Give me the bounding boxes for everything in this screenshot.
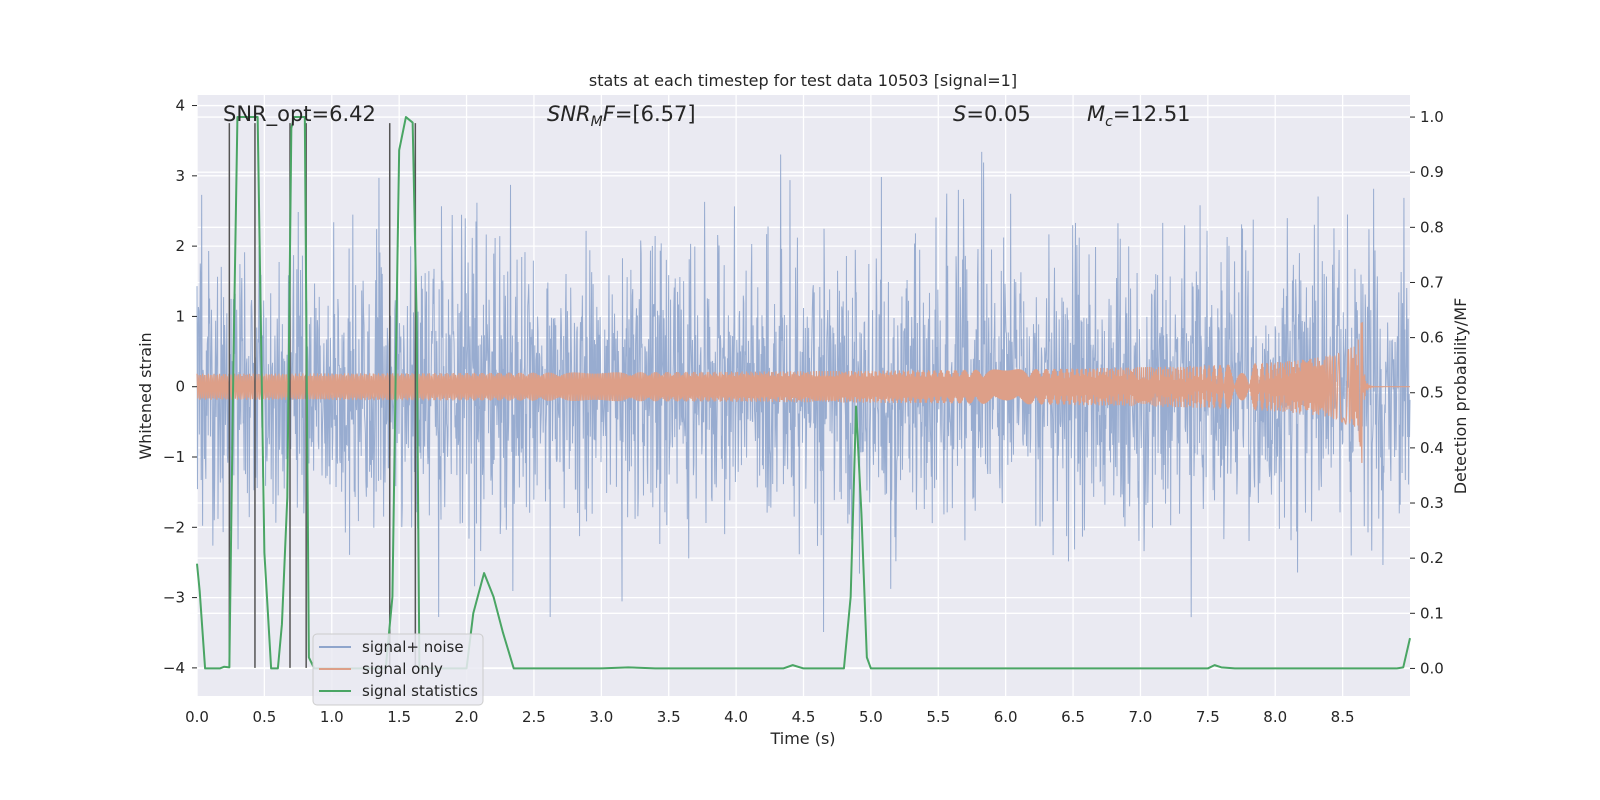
legend-label-noise: signal+ noise (362, 638, 464, 656)
y-tick-label-left: −3 (163, 589, 185, 607)
y-axis-right-ticks: 1.0 0.9 0.8 0.7 0.6 0.5 0.4 0.3 0.2 0.1 0.0 (1410, 108, 1444, 677)
annotation-s-value: =0.05 (966, 102, 1030, 126)
x-axis-ticks: 0.0 0.5 1.0 1.5 2.0 2.5 3.0 3.5 4.0 4.5 5.0 5.5 6.0 6… (185, 708, 1354, 726)
y-axis-left-title: Whitened strain (136, 332, 155, 459)
legend: signal+ noise signal only signal statist… (312, 633, 484, 706)
signal-statistics-line (196, 116, 1411, 670)
annotation-snr-mf: SNRMF=[6.57] (547, 102, 696, 130)
legend-label-signal: signal only (362, 660, 443, 678)
signal-statistics-series (196, 116, 1411, 670)
y-tick-label-right: 0.2 (1420, 549, 1444, 567)
annotation-mc-value: =12.51 (1113, 102, 1191, 126)
y-tick-label-left: 3 (175, 167, 185, 185)
y-tick-label-left: 2 (175, 237, 185, 255)
annotation-s: S=0.05 (953, 102, 1031, 126)
y-tick-label-right: 0.1 (1420, 604, 1444, 622)
legend-label-stats: signal statistics (362, 682, 478, 700)
x-tick-label: 0.0 (185, 708, 209, 726)
signal-only-line (196, 322, 1410, 463)
y-tick-label-right: 0.5 (1420, 384, 1444, 402)
y-tick-label-right: 0.8 (1420, 218, 1444, 236)
y-tick-label-right: 0.0 (1420, 659, 1444, 677)
y-tick-label-right: 0.9 (1420, 163, 1444, 181)
y-tick-label-left: −4 (163, 659, 185, 677)
x-tick-label: 8.0 (1263, 708, 1287, 726)
x-tick-label: 1.0 (320, 708, 344, 726)
chart-title: stats at each timestep for test data 105… (589, 71, 1017, 90)
x-tick-label: 6.5 (1061, 708, 1085, 726)
y-tick-label-right: 0.6 (1420, 329, 1444, 347)
y-tick-label-left: 0 (175, 378, 185, 396)
x-tick-label: 4.5 (792, 708, 816, 726)
y-tick-label-left: 4 (175, 97, 185, 115)
x-tick-label: 7.0 (1129, 708, 1153, 726)
y-tick-label-right: 0.4 (1420, 439, 1444, 457)
legend-box (312, 633, 484, 706)
signal-only-series (196, 322, 1410, 463)
x-tick-label: 8.5 (1331, 708, 1355, 726)
y-tick-label-left: 1 (175, 307, 185, 325)
annotation-snr-opt: SNR_opt=6.42 (223, 102, 376, 127)
y-axis-left-ticks: 4 3 2 1 0 −1 −2 −3 −4 (163, 97, 197, 677)
x-tick-label: 5.5 (926, 708, 950, 726)
x-tick-label: 5.0 (859, 708, 883, 726)
y-tick-label-left: −1 (163, 448, 185, 466)
x-tick-label: 3.0 (589, 708, 613, 726)
x-tick-label: 6.0 (994, 708, 1018, 726)
annotation-mc: Mc=12.51 (1087, 102, 1191, 130)
annotation-snr-mf-value: =[6.57] (615, 102, 696, 126)
x-tick-label: 7.5 (1196, 708, 1220, 726)
y-axis-right-title: Detection probability/MF (1451, 298, 1470, 495)
x-tick-label: 4.0 (724, 708, 748, 726)
y-tick-label-right: 0.7 (1420, 273, 1444, 291)
y-tick-label-right: 0.3 (1420, 494, 1444, 512)
x-tick-label: 3.5 (657, 708, 681, 726)
y-tick-label-right: 1.0 (1420, 108, 1444, 126)
y-tick-label-left: −2 (163, 518, 185, 536)
x-tick-label: 2.5 (522, 708, 546, 726)
x-axis-title: Time (s) (769, 729, 835, 748)
x-tick-label: 0.5 (252, 708, 276, 726)
x-tick-label: 1.5 (387, 708, 411, 726)
x-tick-label: 2.0 (455, 708, 479, 726)
